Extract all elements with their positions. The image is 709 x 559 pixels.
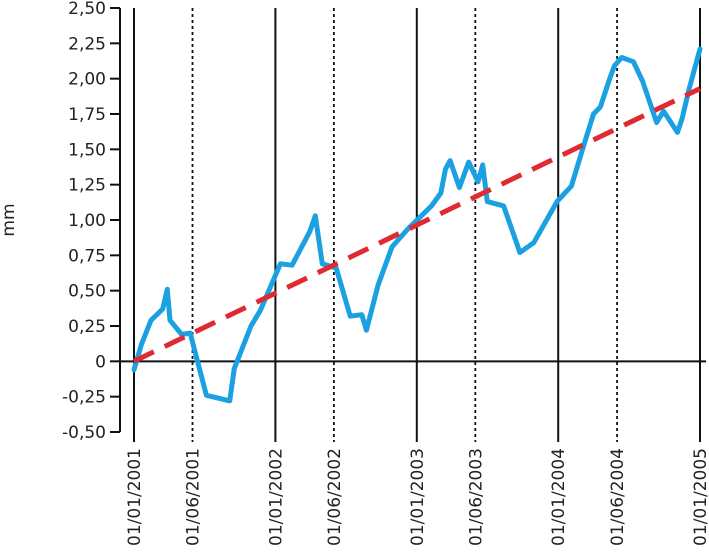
- x-tick-label-6: 01/01/2004: [549, 448, 569, 546]
- x-tick-label-2: 01/01/2002: [266, 448, 286, 546]
- y-tick-label-9: 0,25: [68, 317, 106, 337]
- x-tick-label-3: 01/06/2002: [325, 448, 345, 546]
- y-tick-label-7: 0,75: [68, 246, 106, 266]
- y-tick-label-4: 1,50: [68, 140, 106, 160]
- y-tick-label-10: 0: [95, 352, 106, 372]
- data-series: [131, 46, 703, 404]
- x-tick-label-4: 01/01/2003: [408, 448, 428, 546]
- y-tick-label-6: 1,00: [68, 211, 106, 231]
- x-tick-label-1: 01/06/2001: [183, 448, 203, 546]
- series-line-0: [131, 46, 703, 404]
- y-axis-title: mm: [0, 203, 19, 236]
- series-line-1: [132, 86, 702, 364]
- y-tick-label-0: 2,50: [68, 0, 106, 19]
- y-tick-label-2: 2,00: [68, 70, 106, 90]
- x-axis: 01/01/2001 01/06/2001 01/01/2002 01/06/2002…: [120, 360, 709, 546]
- x-tick-label-7: 01/06/2004: [608, 448, 628, 546]
- y-tick-label-5: 1,25: [68, 176, 106, 196]
- x-tick-label-8: 01/01/2005: [691, 448, 709, 546]
- x-tick-label-0: 01/01/2001: [125, 448, 145, 546]
- y-axis: 2,50 2,25 2,00 1,75 1,50 1,25 1,00 0,75 0,50 0,25…: [62, 0, 121, 443]
- x-tick-label-5: 01/06/2003: [466, 448, 486, 546]
- y-tick-label-3: 1,75: [68, 105, 106, 125]
- y-tick-label-8: 0,50: [68, 282, 106, 302]
- y-tick-label-12: -0,50: [62, 423, 106, 443]
- y-tick-label-11: -0,25: [62, 388, 106, 408]
- y-tick-label-1: 2,25: [68, 34, 106, 54]
